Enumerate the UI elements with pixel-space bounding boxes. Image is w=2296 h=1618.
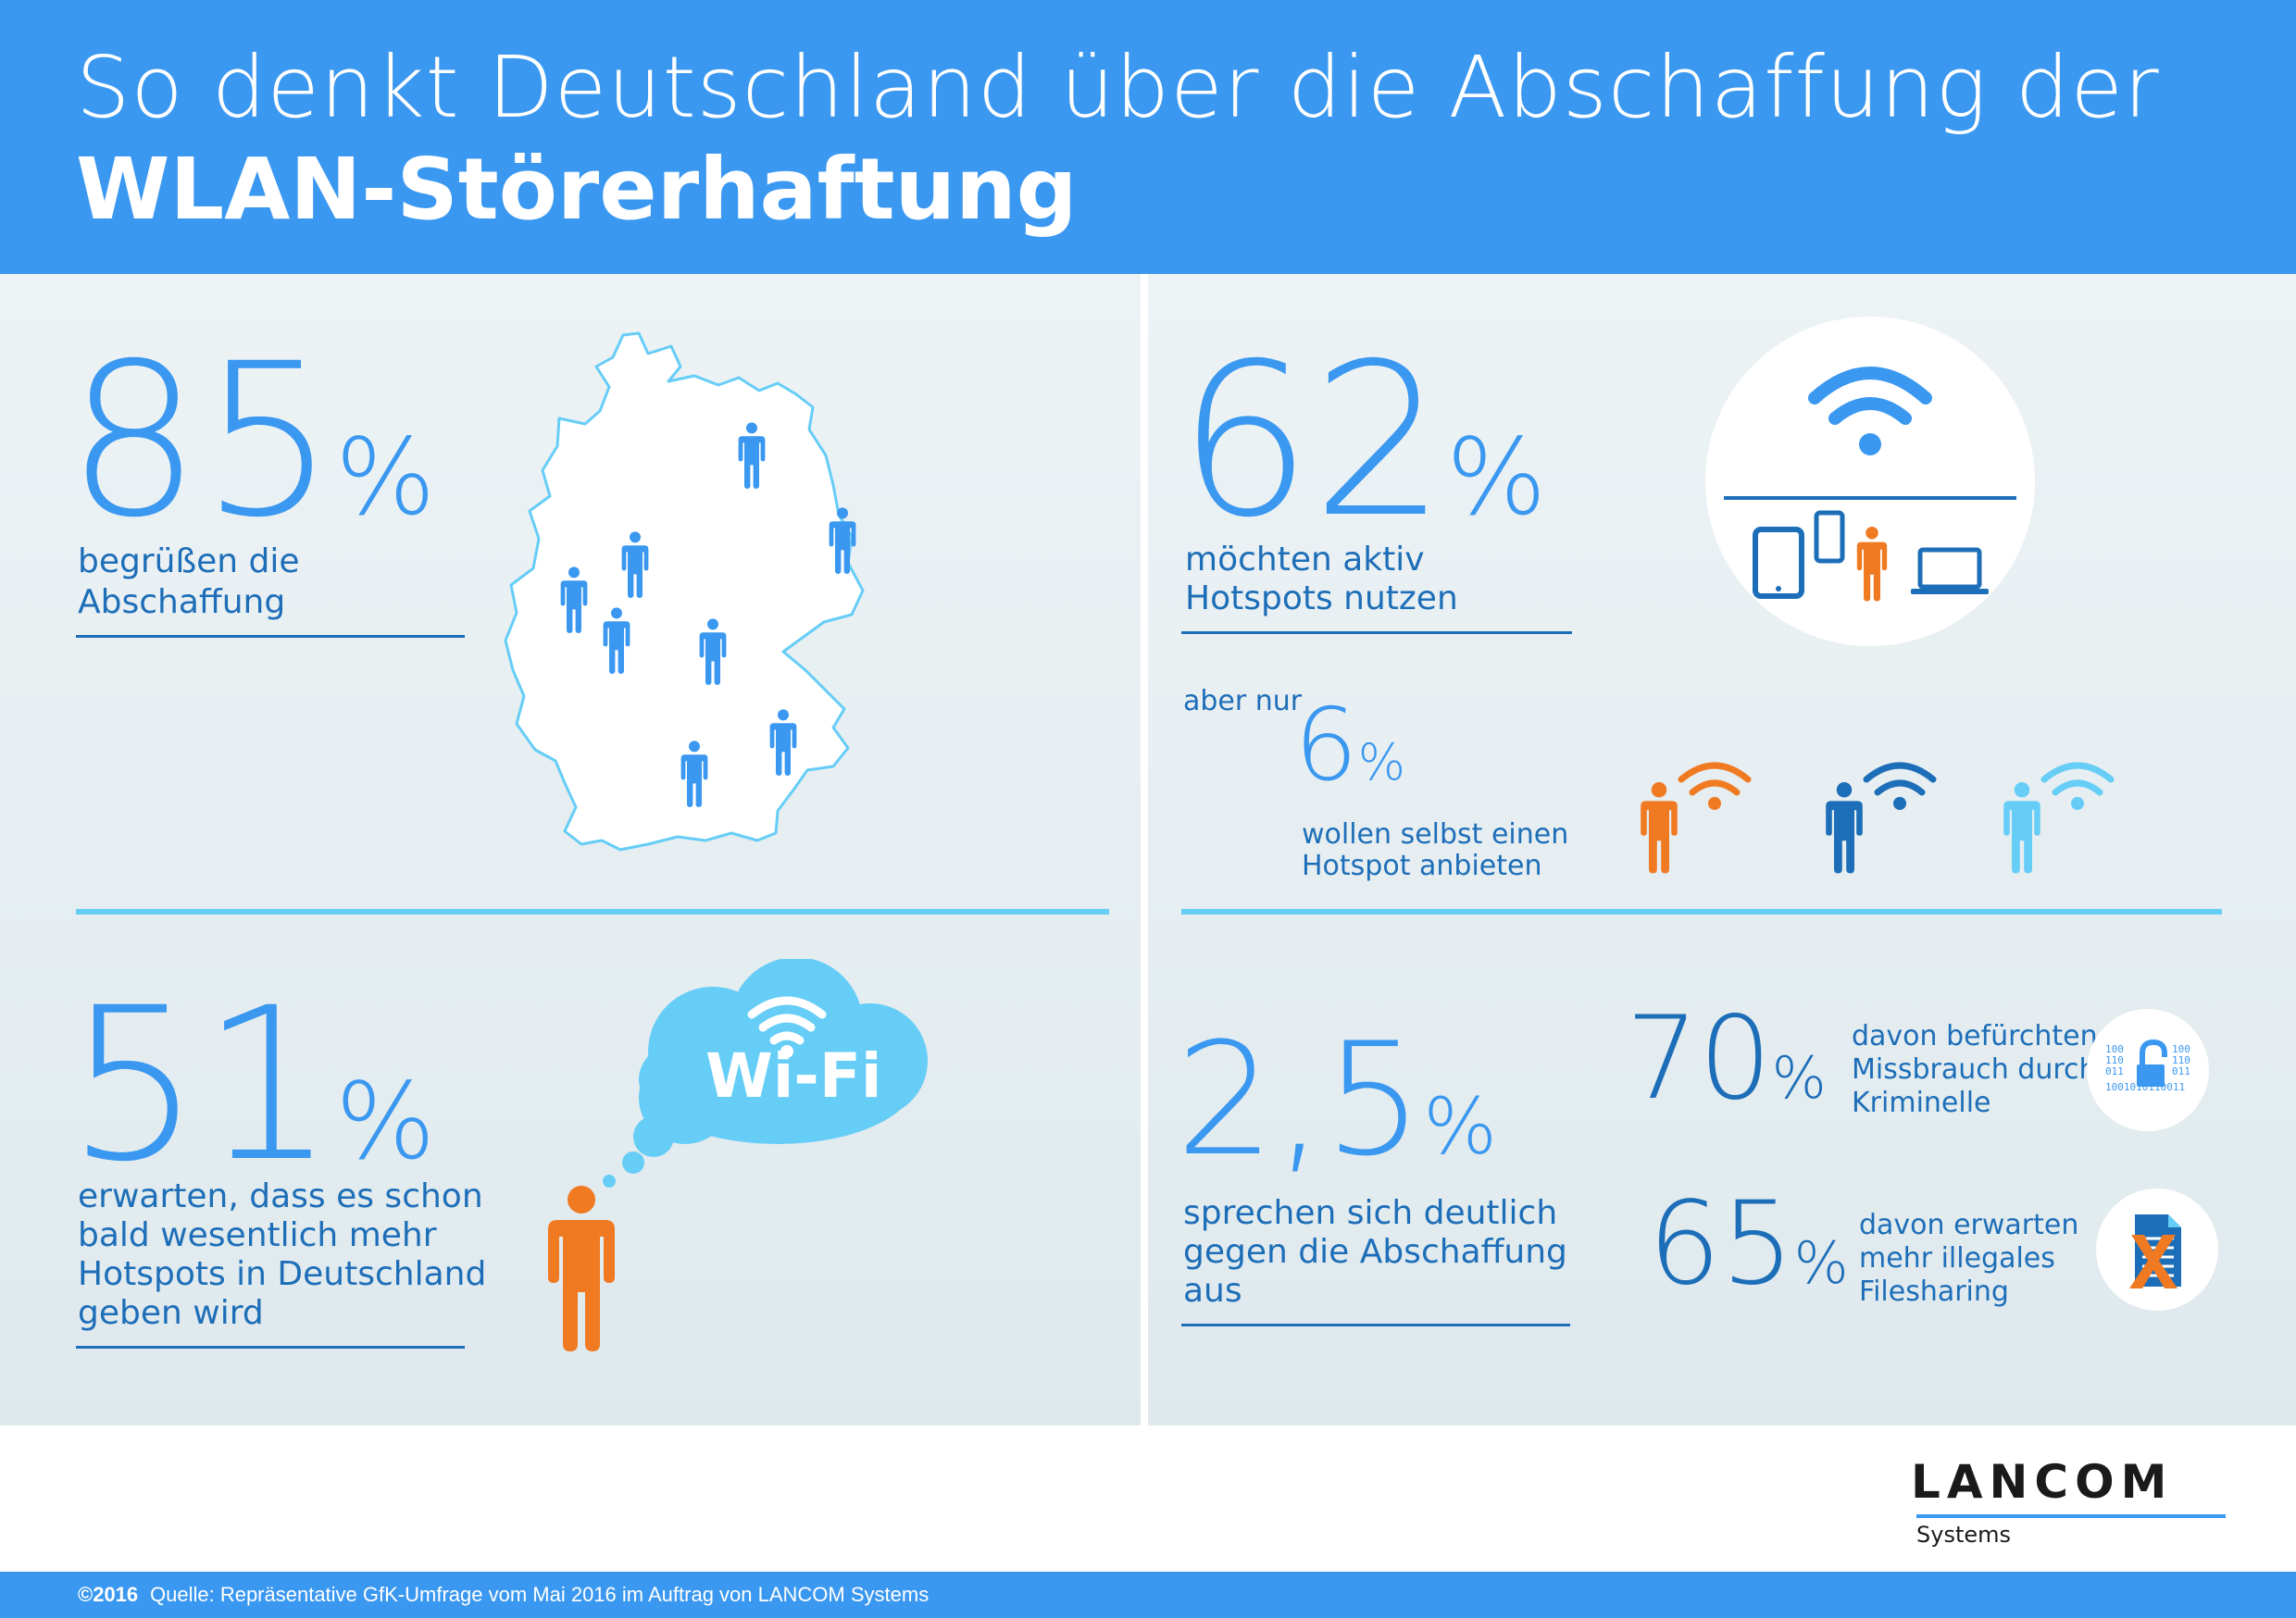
stat-51-label-line3: Hotspots in Deutschland	[78, 1255, 487, 1293]
germany-map-icon	[504, 331, 865, 852]
devices-hotspot-icon	[1705, 317, 2035, 646]
stat-2-5-label-line2: gegen die Abschaffung	[1183, 1233, 1567, 1271]
stat-65-label-line3: Filesharing	[1859, 1276, 2009, 1308]
stat-62-value: 62%	[1178, 317, 1547, 564]
stat-62-underline	[1181, 631, 1572, 634]
stat-62-label-line1: möchten aktiv	[1185, 541, 1425, 579]
footer-copyright: ©2016	[78, 1583, 139, 1606]
footer-bar	[0, 1572, 2296, 1618]
stat-70-label-line1: davon befürchten	[1852, 1020, 2098, 1052]
brand-logo: LANCOM Systems	[1911, 1455, 2226, 1548]
lock-binary-bottom: 1001010110011	[2105, 1081, 2186, 1093]
brand-sub: Systems	[1916, 1522, 2011, 1548]
stat-2-5-label-line1: sprechen sich deutlich	[1183, 1194, 1558, 1232]
brand-name: LANCOM	[1911, 1455, 2174, 1509]
stat-51-underline	[76, 1346, 465, 1349]
stat-62-label-line2: Hotspots nutzen	[1185, 579, 1458, 617]
page-title-line1: So denkt Deutschland über die Abschaffun…	[76, 38, 2160, 137]
stat-85-label-line1: begrüßen die	[78, 542, 300, 580]
stat-6-prefix: aber nur	[1183, 685, 1303, 717]
stat-85-underline	[76, 635, 465, 638]
stat-51-value: 51%	[67, 962, 436, 1208]
lock-binary-right: 100 110 011	[2172, 1043, 2190, 1077]
illegal-file-icon	[2096, 1189, 2218, 1311]
person-wifi-lightblue-icon	[2003, 762, 2115, 874]
stat-85-value: 85%	[67, 317, 436, 564]
stat-65-label-line2: mehr illegales	[1859, 1242, 2055, 1275]
stat-51-label-line2: bald wesentlich mehr	[78, 1216, 437, 1254]
stat-65-value: 65%	[1648, 1177, 1849, 1311]
lock-binary-left: 100 110 011	[2105, 1043, 2124, 1077]
stat-51-label-line4: geben wird	[78, 1294, 264, 1332]
stat-6-label-line2: Hotspot anbieten	[1302, 850, 1542, 882]
stat-51-label-line1: erwarten, dass es schon	[78, 1177, 483, 1215]
stat-70-value: 70%	[1626, 992, 1827, 1126]
stat-2-5-underline	[1181, 1324, 1570, 1326]
stat-6-value: 6%	[1294, 688, 1406, 803]
person-wifi-orange-icon	[1641, 762, 1752, 874]
right-divider	[1181, 909, 2222, 915]
thought-bubble-dots	[603, 1116, 674, 1188]
wifi-cloud-label: Wi-Fi	[705, 1040, 882, 1112]
stat-2-5-value: 2,5%	[1176, 1009, 1498, 1190]
stat-70-label-line3: Kriminelle	[1852, 1087, 1991, 1119]
left-divider	[76, 909, 1109, 915]
stat-70-label-line2: Missbrauch durch	[1852, 1053, 2097, 1086]
person-orange-icon	[544, 1185, 618, 1351]
lock-binary-icon	[2087, 1009, 2209, 1131]
stat-2-5-label-line3: aus	[1183, 1272, 1242, 1310]
brand-rule	[1916, 1514, 2226, 1518]
stat-85-label-line2: Abschaffung	[78, 583, 286, 621]
stat-65-label-line1: davon erwarten	[1859, 1209, 2079, 1241]
wifi-cloud-icon	[639, 959, 928, 1144]
header-banner	[0, 0, 2296, 274]
person-wifi-darkblue-icon	[1826, 762, 1937, 874]
page-title-line2: WLAN-Störerhaftung	[76, 140, 1078, 239]
stat-6-label-line1: wollen selbst einen	[1302, 818, 1569, 851]
footer-source: Quelle: Repräsentative GfK-Umfrage vom M…	[150, 1583, 930, 1606]
